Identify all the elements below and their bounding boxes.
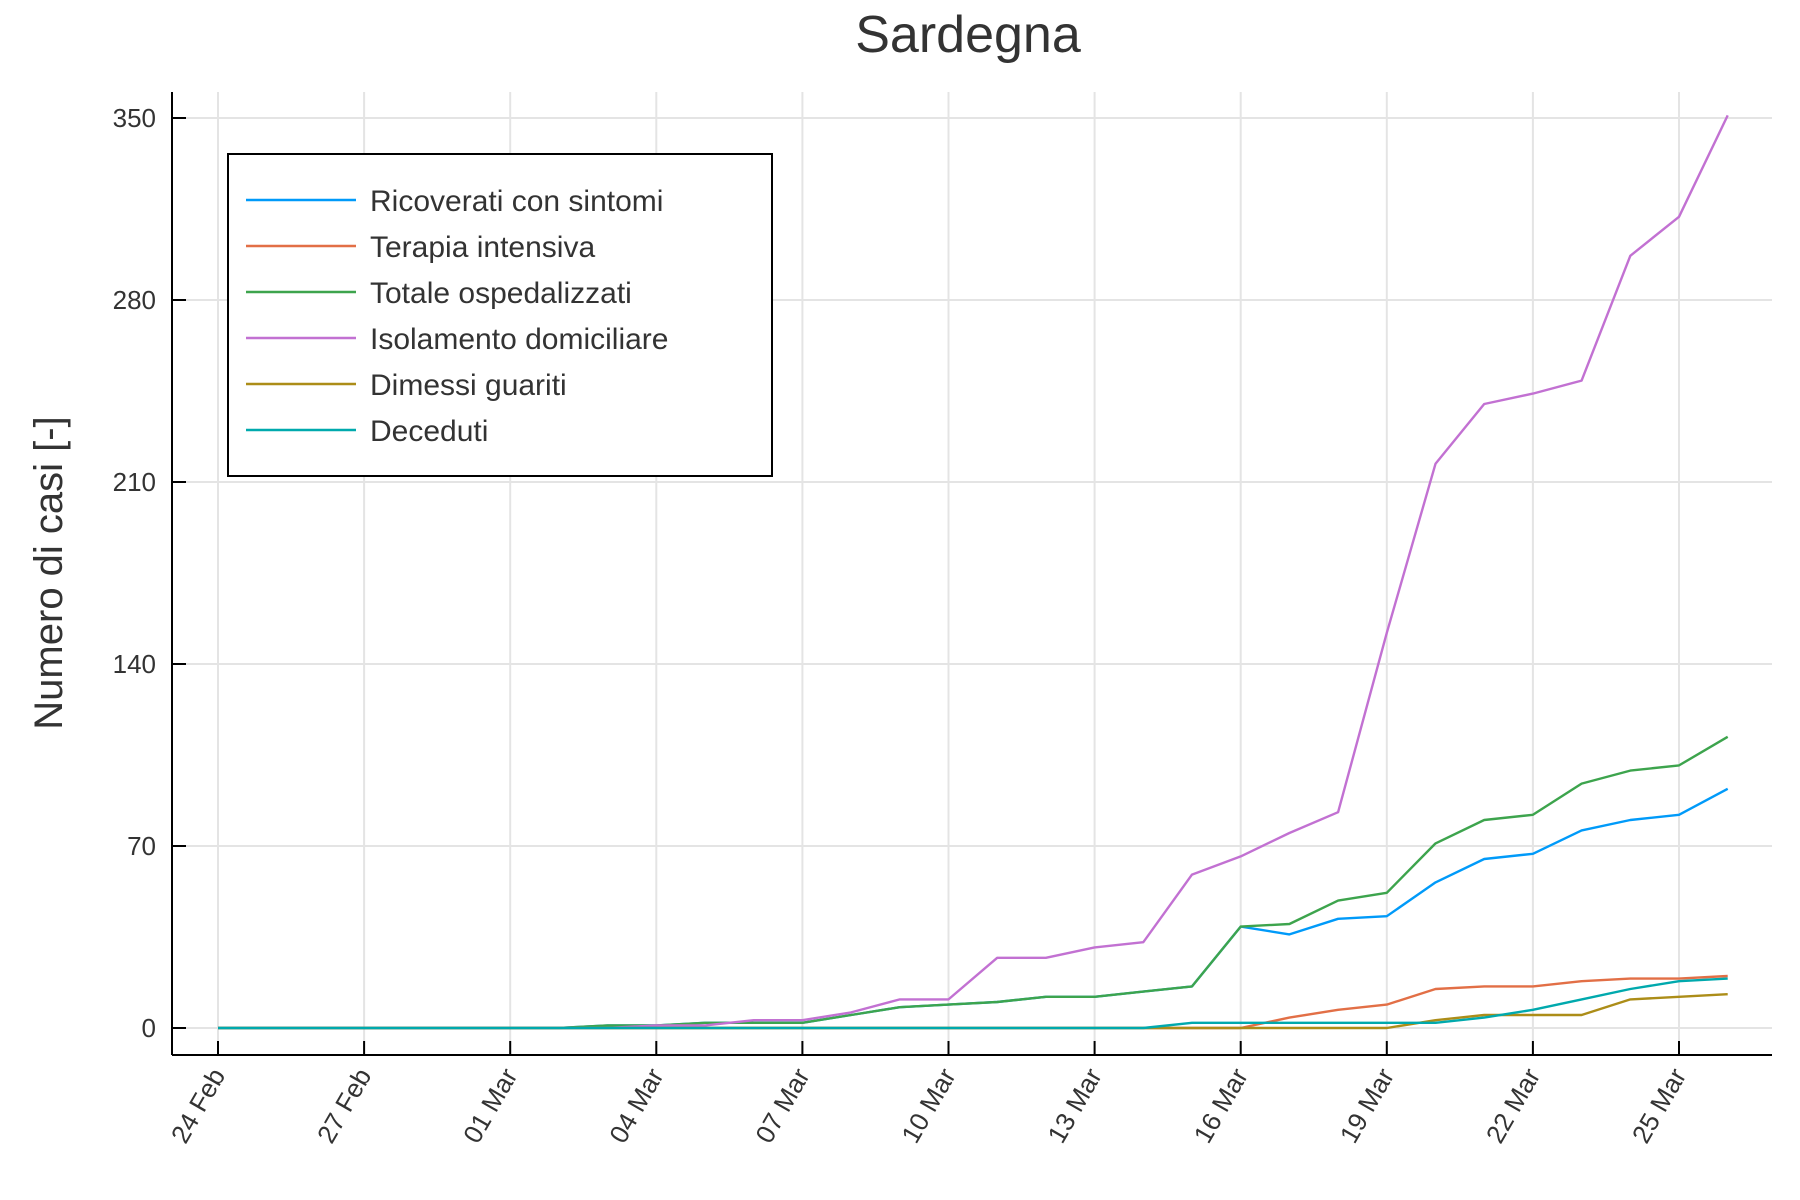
x-tick-label: 04 Mar — [603, 1063, 670, 1148]
y-tick-label: 0 — [142, 1013, 156, 1043]
series-line-4 — [218, 993, 1728, 1030]
series-line-5 — [218, 977, 1728, 1030]
legend-label: Terapia intensiva — [370, 231, 595, 264]
legend-label: Dimessi guariti — [370, 369, 567, 402]
grid — [172, 92, 1772, 1055]
y-tick-label: 280 — [113, 285, 156, 315]
x-tick-label: 01 Mar — [457, 1063, 524, 1148]
legend-label: Totale ospedalizzati — [370, 277, 632, 310]
x-tick-label: 07 Mar — [749, 1063, 816, 1148]
y-axis-label: Numero di casi [-] — [27, 416, 71, 729]
chart-title: Sardegna — [855, 6, 1081, 64]
series-line-0 — [218, 787, 1729, 1030]
legend: Ricoverati con sintomi Terapia intensiva T… — [227, 153, 773, 477]
legend-box — [227, 153, 773, 477]
y-tick-label: 140 — [113, 649, 156, 679]
series-lines — [218, 114, 1729, 1030]
legend-label: Isolamento domiciliare — [370, 323, 668, 356]
x-tick-label: 25 Mar — [1626, 1063, 1693, 1148]
x-tick-label: 13 Mar — [1041, 1063, 1108, 1148]
legend-label: Ricoverati con sintomi — [370, 185, 663, 218]
x-tick-label: 24 Feb — [165, 1063, 231, 1148]
x-tick-label: 10 Mar — [895, 1063, 962, 1148]
y-tick-label: 350 — [113, 103, 156, 133]
legend-label: Deceduti — [370, 415, 488, 448]
series-line-2 — [218, 735, 1729, 1030]
x-tick-label: 19 Mar — [1334, 1063, 1401, 1148]
x-tick-label: 27 Feb — [311, 1063, 377, 1148]
series-line-1 — [218, 974, 1728, 1030]
y-tick-label: 210 — [113, 467, 156, 497]
y-tick-label: 70 — [127, 831, 156, 861]
x-tick-label: 16 Mar — [1187, 1063, 1254, 1148]
x-tick-label: 22 Mar — [1480, 1063, 1547, 1148]
